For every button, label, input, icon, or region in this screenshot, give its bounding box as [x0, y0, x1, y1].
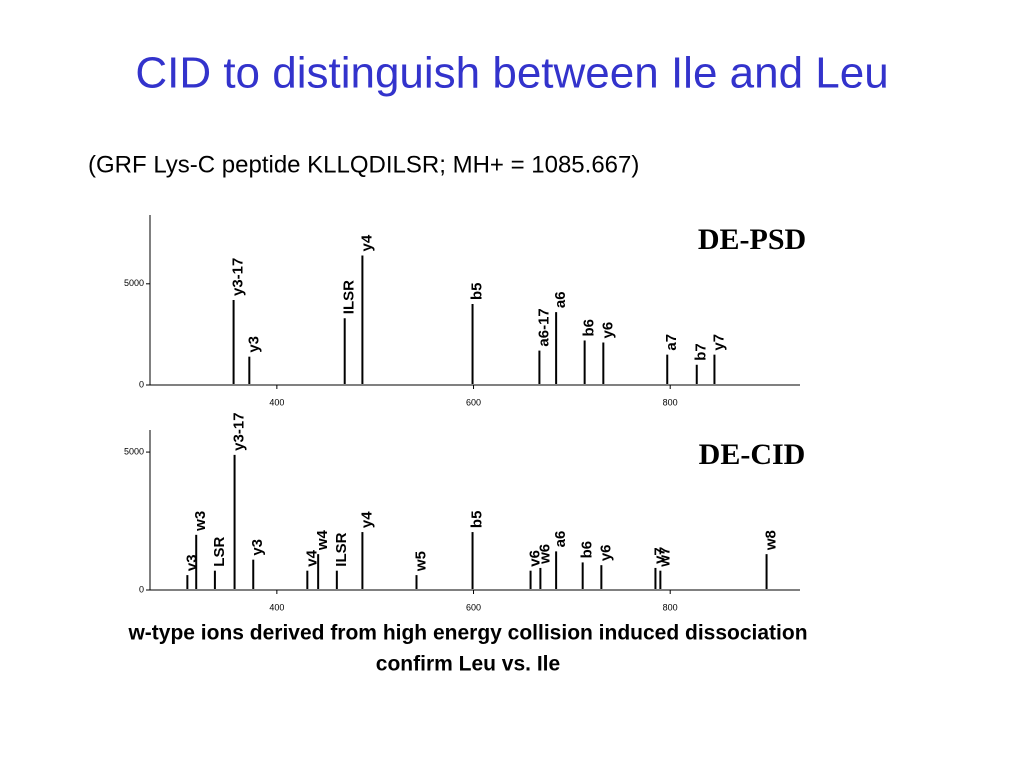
panel-title: DE-CID — [699, 438, 806, 471]
peak-label: v3 — [183, 554, 200, 571]
peak-label: a6-17 — [535, 308, 552, 346]
x-tick-label: 600 — [466, 397, 481, 407]
x-tick-label: 800 — [663, 397, 678, 407]
y-tick-label: 5000 — [124, 446, 144, 456]
peak-label: b7 — [693, 343, 710, 361]
subtitle: (GRF Lys-C peptide KLLQDILSR; MH+ = 1085… — [88, 151, 639, 178]
peak-label: y6 — [599, 322, 616, 339]
peak-label: y6 — [597, 544, 614, 561]
x-tick-label: 400 — [269, 397, 284, 407]
caption: w-type ions derived from high energy col… — [127, 622, 807, 645]
caption: confirm Leu vs. Ile — [376, 653, 560, 676]
peak-label: w5 — [412, 551, 429, 572]
peak-label: b6 — [581, 319, 598, 337]
peak-label: y7 — [710, 334, 727, 351]
panel-title: DE-PSD — [698, 223, 806, 256]
peak-label: w7 — [656, 547, 673, 568]
peak-label: v4 — [303, 549, 320, 566]
x-tick-label: 400 — [269, 602, 284, 612]
peak-label: y3 — [249, 539, 266, 556]
peak-label: a6 — [552, 291, 569, 308]
peak-label: b6 — [579, 541, 596, 559]
y-tick-label: 5000 — [124, 278, 144, 288]
peak-label: w3 — [192, 511, 209, 532]
peak-label: y3-17 — [231, 412, 248, 450]
peak-label: y4 — [358, 511, 375, 528]
y-tick-label: 0 — [139, 379, 144, 389]
x-tick-label: 800 — [663, 602, 678, 612]
peak-label: y3 — [245, 336, 262, 353]
peak-label: v7 — [651, 547, 668, 564]
peak-label: y3-17 — [230, 258, 247, 296]
peak-label: v6 — [527, 550, 544, 567]
peak-label: b5 — [469, 511, 486, 529]
peak-label: LSR — [211, 537, 228, 567]
peak-label: ILSR — [341, 280, 358, 314]
peak-label: b5 — [469, 283, 486, 301]
peak-label: w8 — [763, 530, 780, 551]
y-tick-label: 0 — [139, 584, 144, 594]
slide-title: CID to distinguish between Ile and Leu — [135, 49, 888, 98]
peak-label: a6 — [552, 531, 569, 548]
peak-label: w4 — [314, 529, 331, 551]
x-tick-label: 600 — [466, 602, 481, 612]
peak-label: y4 — [358, 234, 375, 251]
peak-label: ILSR — [333, 532, 350, 566]
peak-label: a7 — [663, 334, 680, 351]
peak-label: w6 — [536, 544, 553, 565]
